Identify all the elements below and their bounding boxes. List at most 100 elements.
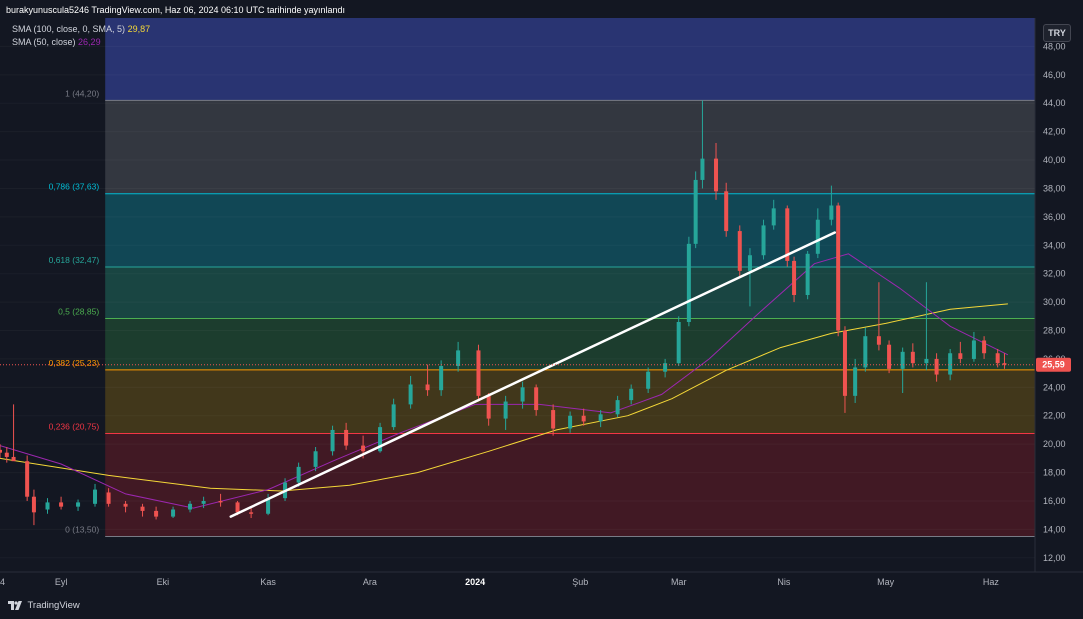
brand-footer[interactable]: TradingView [8,600,80,611]
fib-level-label: 0,236 (20,75) [49,422,100,432]
candle-body [391,404,396,428]
candle-body [296,466,301,483]
candle-body [439,366,444,391]
candles [0,100,1007,526]
sma-line-1 [0,253,1009,509]
price-tick-label: 36,00 [1043,212,1066,222]
candle-body [25,461,30,497]
candle [4,446,9,463]
candle-body [747,255,752,271]
candle-body [1002,363,1007,365]
price-tick-label: 16,00 [1043,496,1066,506]
candle-body [476,350,481,396]
candle-body [629,388,634,401]
time-tick-label: Kas [260,577,276,587]
candle [747,248,752,307]
candle [853,358,858,403]
trendline[interactable] [229,231,837,518]
candle [982,336,987,359]
time-tick-label: Eki [157,577,170,587]
price-tick-label: 28,00 [1043,326,1066,336]
sma50-legend[interactable]: SMA (50, close) 26,29 [12,37,101,47]
candle-body [218,500,223,503]
candle-body [785,208,790,261]
candle-body [378,427,383,452]
candle-body [520,387,525,402]
candle [439,360,444,396]
candle-body [568,415,573,429]
price-tick-label: 38,00 [1043,183,1066,193]
candle-body [76,502,81,507]
candle [663,358,668,378]
price-tick-label: 14,00 [1043,524,1066,534]
candle [1002,353,1007,369]
candle-body [771,208,776,226]
candle [31,489,36,526]
candle-body [551,410,556,429]
candle-body [171,509,176,517]
candle [958,341,963,364]
candle [568,411,573,433]
candle-body [737,231,742,271]
price-tick-label: 12,00 [1043,553,1066,563]
trendline-line [229,231,837,518]
price-tick-label: 20,00 [1043,439,1066,449]
sma100-label: SMA (100, close, 0, SMA, 5) [12,24,126,34]
candle [910,343,915,368]
candle-body [31,496,36,513]
candle-body [761,225,766,256]
price-tick-label: 24,00 [1043,382,1066,392]
candle [785,205,790,267]
candle [425,364,430,396]
candle [836,202,841,337]
candle [520,381,525,409]
candle [188,500,193,513]
candle-body [853,367,858,396]
candle-body [235,502,240,513]
time-tick-label: Eyl [55,577,68,587]
candle [676,316,681,367]
price-tick-label: 32,00 [1043,269,1066,279]
candle-body [581,415,586,422]
candle-body [330,429,335,452]
time-axis[interactable]: 14 Eyl Eki Kas Ara 2024 Şub Mar Nis May Haz [0,577,999,587]
sma100-legend[interactable]: SMA (100, close, 0, SMA, 5) 29,87 [12,24,150,34]
candle [971,331,976,362]
candle [771,199,776,230]
candle-body [408,384,413,405]
candle [25,455,30,501]
candle [408,375,413,409]
sma50-label: SMA (50, close) [12,37,76,47]
candle-body [948,353,953,375]
candle [629,384,634,405]
candle-body [958,353,963,359]
fib-level-label: 0,618 (32,47) [49,255,100,265]
fib-zone-3 [105,318,1036,370]
time-tick-label: Mar [671,577,687,587]
fib-level-label: 0,382 (25,23) [49,358,100,368]
candle [876,282,881,351]
time-tick-label: Şub [572,577,588,587]
candle [123,500,128,513]
candle [887,340,892,374]
fib-level-label: 1 (44,20) [65,88,99,98]
candle-body [646,371,651,389]
fib-zone-5 [105,433,1036,537]
candle [700,100,705,189]
candle-body [792,260,797,295]
currency-button[interactable]: TRY [1043,24,1071,42]
fib-levels: 1 (44,20) 0,786 (37,63) 0,618 (32,47) 0,5 (… [49,88,1035,537]
candle [900,347,905,394]
candle-body [842,330,847,396]
brand-name: TradingView [27,600,80,611]
price-tick-label: 30,00 [1043,297,1066,307]
candle-body [900,351,905,369]
price-tick-label: 48,00 [1043,41,1066,51]
candle [995,348,1000,368]
candle [344,422,349,450]
candle-body [361,445,366,452]
candle-body [45,502,50,510]
candle [805,250,810,300]
